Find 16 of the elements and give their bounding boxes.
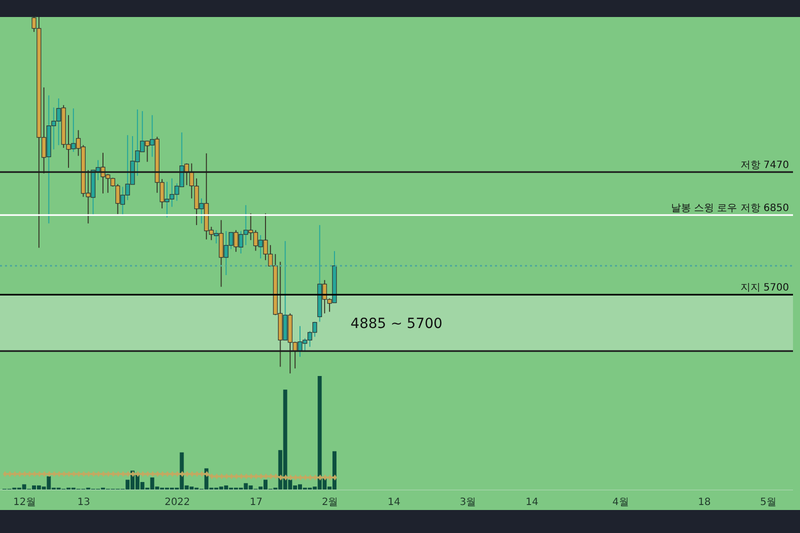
ref-line-label: 저항 7470 — [740, 160, 789, 172]
x-tick-label: 3월 — [460, 497, 476, 508]
x-tick-label: 4월 — [612, 497, 629, 508]
x-tick-label: 2022 — [164, 497, 190, 508]
ref-line-label: 지지 5700 — [740, 282, 789, 294]
x-tick-label: 12월 — [13, 497, 36, 508]
x-tick-label: 2월 — [322, 497, 338, 508]
x-tick-label: 14 — [526, 497, 538, 508]
band-label: 4885 ~ 5700 — [350, 316, 442, 332]
x-tick-label: 14 — [388, 497, 400, 508]
ref-line-label: 날봉 스윙 로우 저항 6850 — [670, 203, 789, 214]
x-tick-label: 18 — [698, 497, 711, 508]
candlestick — [189, 162, 194, 199]
x-tick-label: 13 — [77, 497, 90, 508]
x-tick-label: 17 — [250, 497, 262, 508]
x-tick-label: 5월 — [760, 497, 777, 508]
